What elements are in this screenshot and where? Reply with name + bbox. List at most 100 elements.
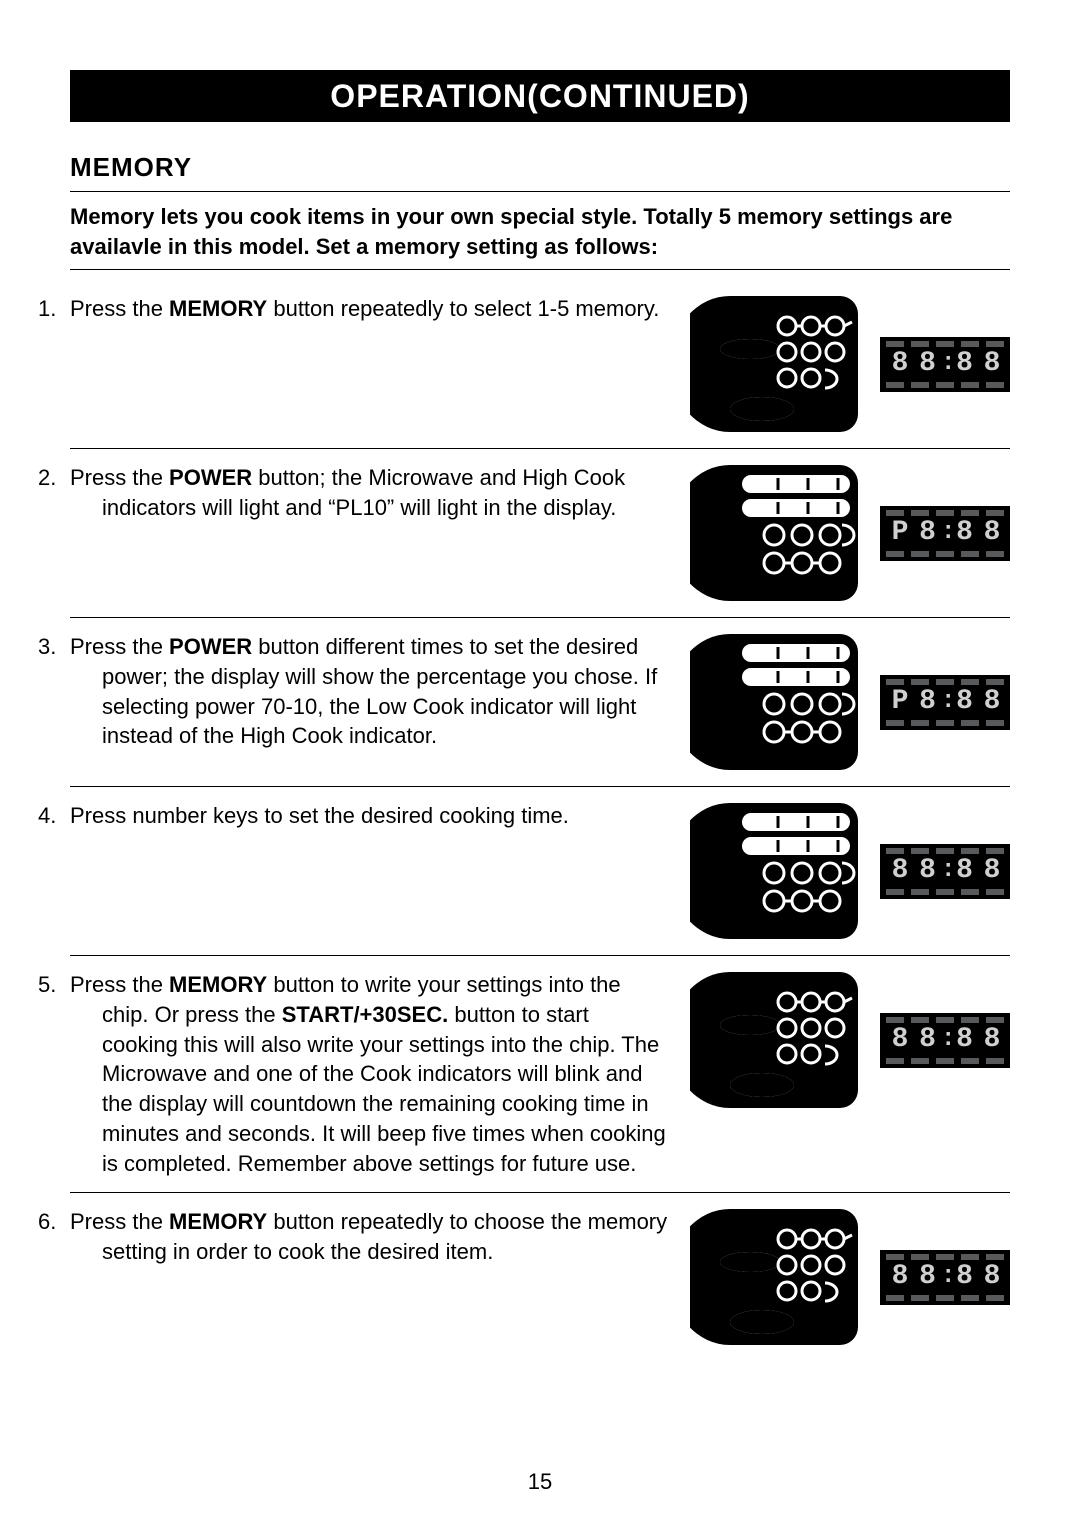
digit-2: 8 <box>914 1263 940 1291</box>
indicator-icon <box>911 1295 929 1301</box>
step-body: Press the POWER button different times t… <box>70 634 657 748</box>
digit-4: 8 <box>978 688 1004 716</box>
digit-1: 8 <box>886 1026 912 1054</box>
rule-intro <box>70 269 1010 270</box>
step-body: Press the MEMORY button repeatedly to se… <box>70 296 659 321</box>
display-digits: P 8 : 8 8 <box>886 519 1004 547</box>
indicator-icon <box>911 382 929 388</box>
step-body: Press the MEMORY button to write your se… <box>70 972 666 1175</box>
indicator-icon <box>911 848 929 854</box>
display-indicators-bottom <box>886 382 1004 388</box>
colon-icon: : <box>941 352 949 376</box>
indicator-icon <box>911 679 929 685</box>
indicator-icon <box>911 889 929 895</box>
step-row: 2. Press the POWER button; the Microwave… <box>70 449 1010 618</box>
indicator-icon <box>936 1254 954 1260</box>
digit-3: 8 <box>951 857 977 885</box>
indicator-icon <box>911 1058 929 1064</box>
digit-1: 8 <box>886 1263 912 1291</box>
bold-text: POWER <box>169 634 252 659</box>
step-body: Press the POWER button; the Microwave an… <box>70 465 625 520</box>
indicator-icon <box>911 341 929 347</box>
indicator-icon <box>936 889 954 895</box>
indicator-icon <box>936 1295 954 1301</box>
step-icons: 8 8 : 8 8 <box>690 1207 1010 1347</box>
display-indicators-top <box>886 1017 1004 1023</box>
digit-1: 8 <box>886 350 912 378</box>
step-text: 2. Press the POWER button; the Microwave… <box>70 463 690 522</box>
indicator-icon <box>961 679 979 685</box>
header-title: OPERATION(CONTINUED) <box>330 78 749 115</box>
step-body: Press number keys to set the desired coo… <box>70 803 569 828</box>
display-digits: 8 8 : 8 8 <box>886 350 1004 378</box>
digit-4: 8 <box>978 857 1004 885</box>
indicator-icon <box>961 1254 979 1260</box>
control-panel-memory-icon <box>690 970 860 1110</box>
indicator-icon <box>936 1017 954 1023</box>
indicator-icon <box>886 382 904 388</box>
indicator-icon <box>986 1295 1004 1301</box>
digital-display: 8 8 : 8 8 <box>880 337 1010 392</box>
indicator-icon <box>886 510 904 516</box>
step-icons: P 8 : 8 8 <box>690 463 1010 603</box>
indicator-icon <box>986 1058 1004 1064</box>
step-row: 4. Press number keys to set the desired … <box>70 787 1010 956</box>
digital-display: P 8 : 8 8 <box>880 675 1010 730</box>
indicator-icon <box>961 1058 979 1064</box>
digit-3: 8 <box>951 350 977 378</box>
rule-top <box>70 191 1010 192</box>
digital-display: 8 8 : 8 8 <box>880 1013 1010 1068</box>
indicator-icon <box>961 341 979 347</box>
step-text: 4. Press number keys to set the desired … <box>70 801 690 831</box>
digit-4: 8 <box>978 1026 1004 1054</box>
display-indicators-top <box>886 510 1004 516</box>
digital-display: 8 8 : 8 8 <box>880 844 1010 899</box>
step-row: 1. Press the MEMORY button repeatedly to… <box>70 280 1010 449</box>
indicator-icon <box>911 1017 929 1023</box>
digit-1: P <box>886 519 912 547</box>
display-indicators-top <box>886 341 1004 347</box>
display-indicators-bottom <box>886 1295 1004 1301</box>
digit-3: 8 <box>951 1263 977 1291</box>
step-text: 5. Press the MEMORY button to write your… <box>70 970 690 1178</box>
display-indicators-bottom <box>886 551 1004 557</box>
display-digits: 8 8 : 8 8 <box>886 1263 1004 1291</box>
colon-icon: : <box>941 859 949 883</box>
page-number: 15 <box>0 1469 1080 1495</box>
digit-1: 8 <box>886 857 912 885</box>
indicator-icon <box>886 848 904 854</box>
indicator-icon <box>986 341 1004 347</box>
indicator-icon <box>986 1017 1004 1023</box>
display-indicators-top <box>886 1254 1004 1260</box>
bold-text: MEMORY <box>169 972 267 997</box>
indicator-icon <box>886 341 904 347</box>
digit-3: 8 <box>951 688 977 716</box>
indicator-icon <box>936 341 954 347</box>
indicator-icon <box>961 720 979 726</box>
display-digits: P 8 : 8 8 <box>886 688 1004 716</box>
indicator-icon <box>911 1254 929 1260</box>
control-panel-power-icon <box>690 632 860 772</box>
indicator-icon <box>886 1254 904 1260</box>
indicator-icon <box>911 510 929 516</box>
digit-2: 8 <box>914 688 940 716</box>
step-icons: 8 8 : 8 8 <box>690 801 1010 941</box>
indicator-icon <box>986 551 1004 557</box>
bold-text: START/+30SEC. <box>282 1002 448 1027</box>
control-panel-memory-icon <box>690 294 860 434</box>
indicator-icon <box>886 679 904 685</box>
digit-4: 8 <box>978 1263 1004 1291</box>
indicator-icon <box>961 1017 979 1023</box>
indicator-icon <box>961 551 979 557</box>
indicator-icon <box>986 510 1004 516</box>
step-icons: P 8 : 8 8 <box>690 632 1010 772</box>
display-digits: 8 8 : 8 8 <box>886 857 1004 885</box>
indicator-icon <box>886 1295 904 1301</box>
display-indicators-bottom <box>886 1058 1004 1064</box>
step-icons: 8 8 : 8 8 <box>690 970 1010 1110</box>
colon-icon: : <box>941 1028 949 1052</box>
indicator-icon <box>986 679 1004 685</box>
indicator-icon <box>961 1295 979 1301</box>
step-text: 1. Press the MEMORY button repeatedly to… <box>70 294 690 324</box>
display-indicators-top <box>886 679 1004 685</box>
